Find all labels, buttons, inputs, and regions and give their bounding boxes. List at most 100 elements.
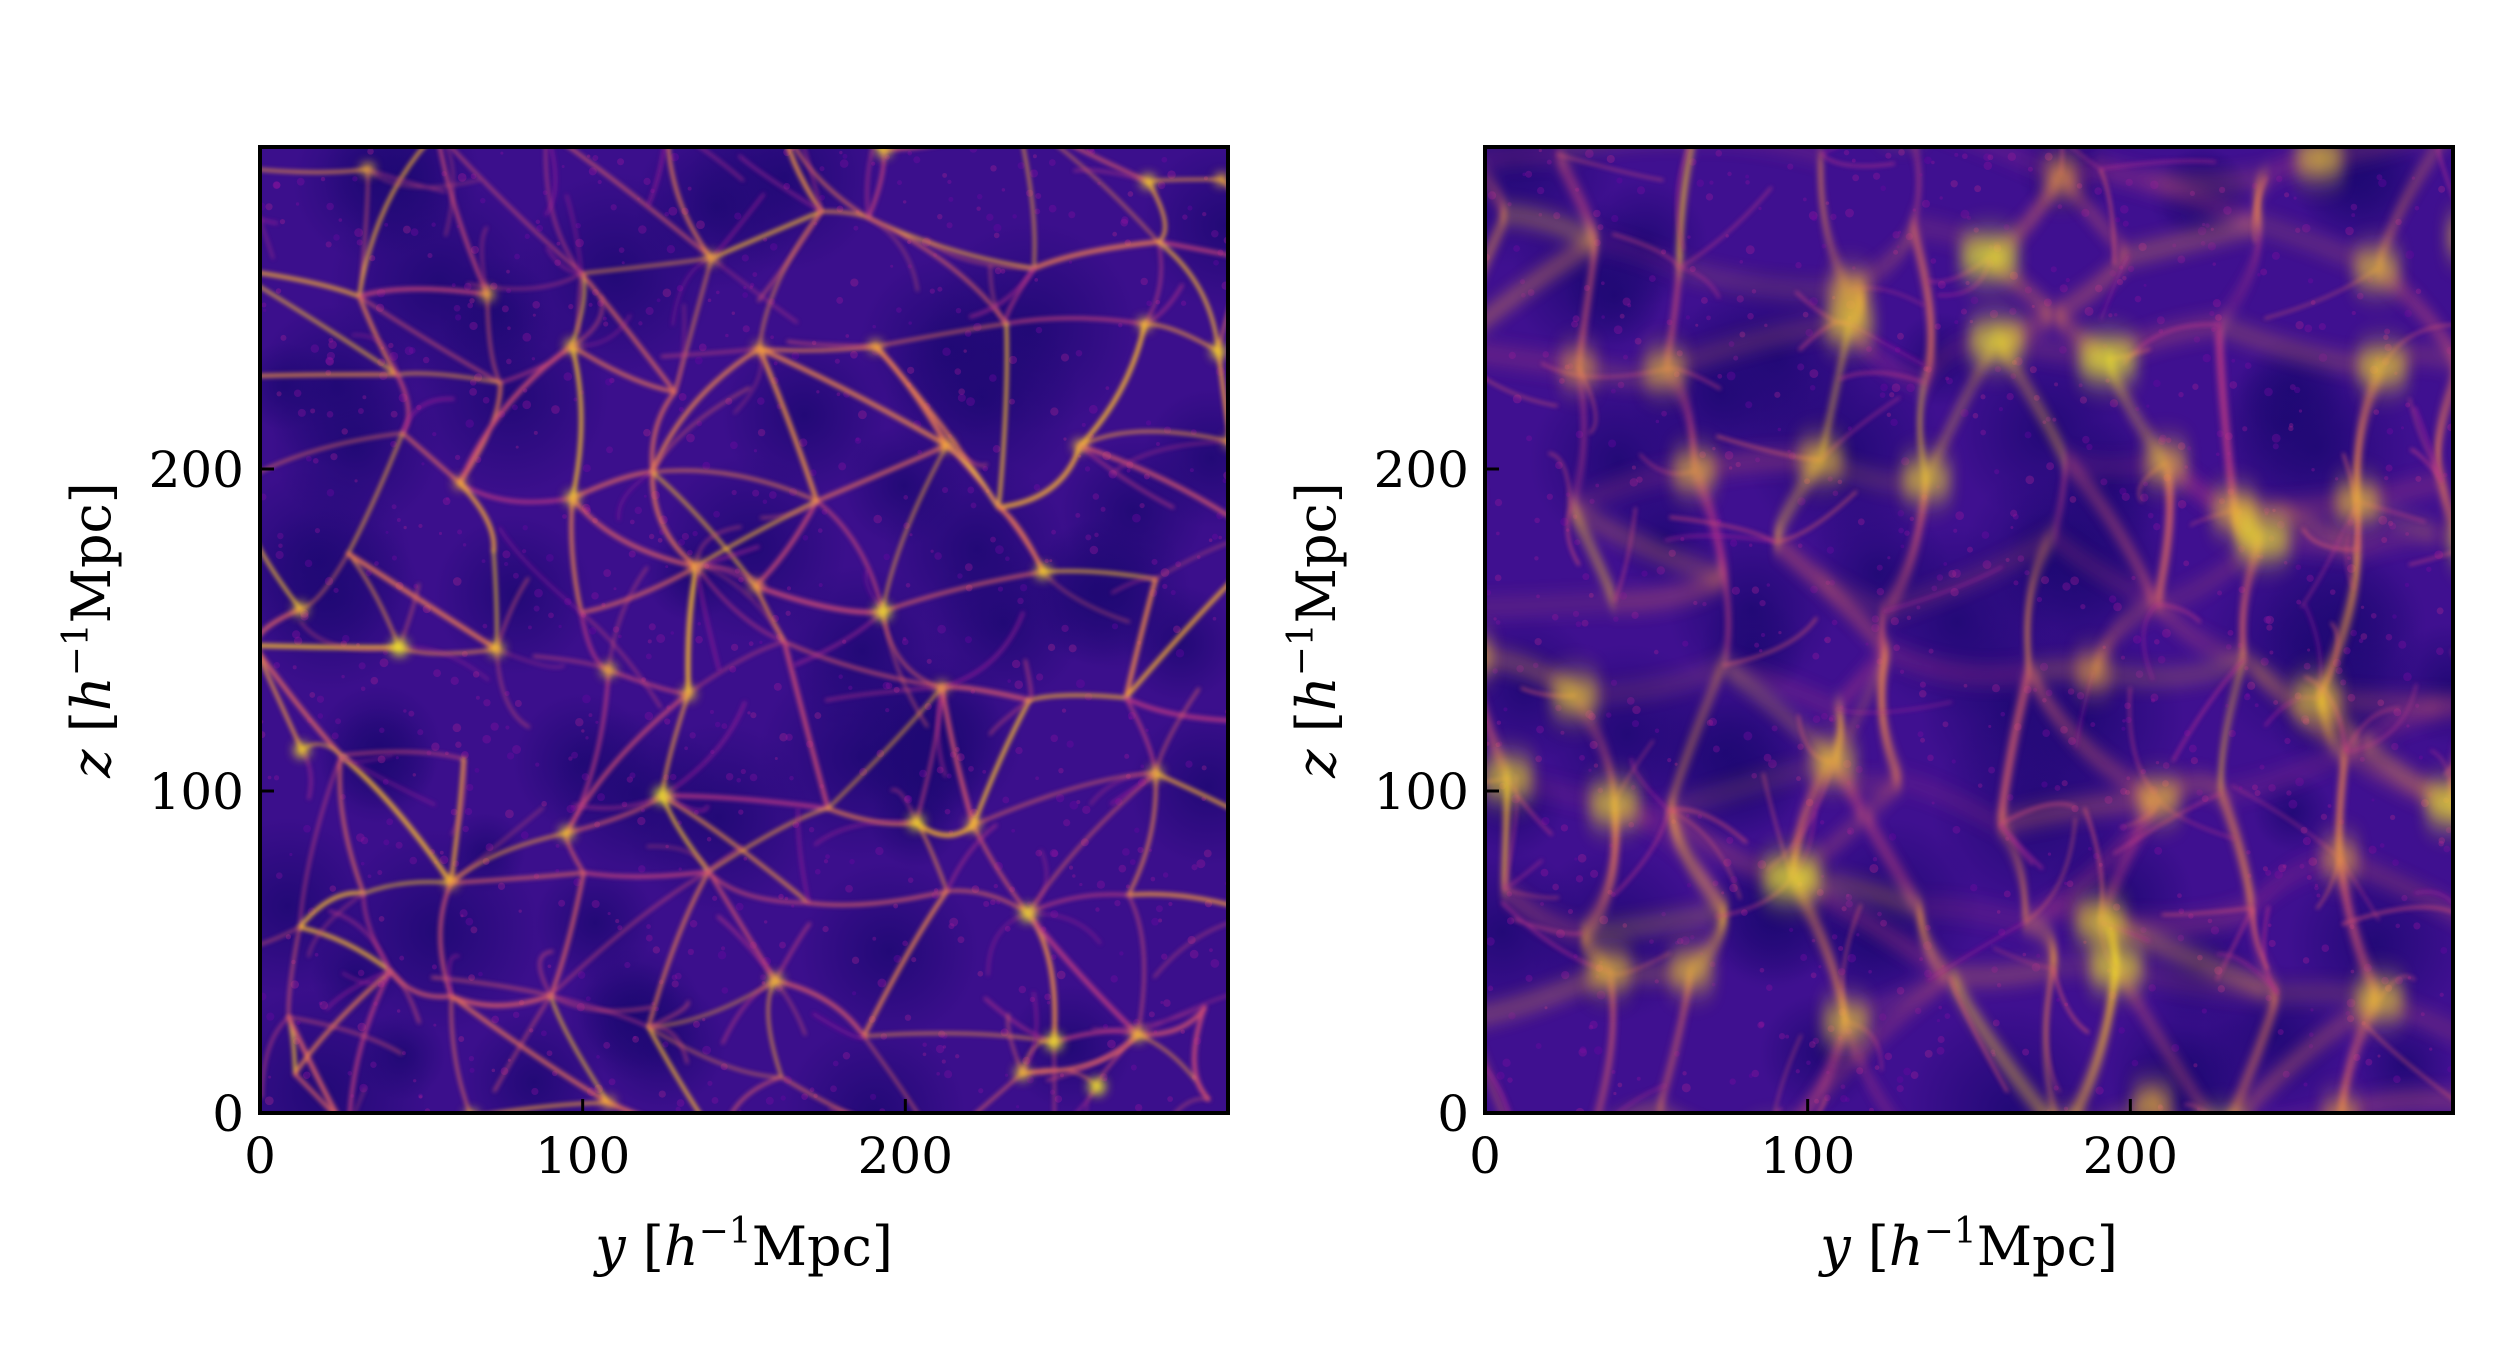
filament-branch: [1023, 659, 1033, 702]
filament: [260, 643, 402, 650]
noise-speck: [809, 469, 817, 477]
halo: [2320, 1104, 2360, 1113]
noise-speck: [1203, 849, 1212, 858]
filaments: [1485, 119, 2475, 1113]
noise-speck: [743, 286, 747, 290]
noise-speck: [624, 961, 631, 969]
filament-branch: [760, 500, 818, 519]
noise-speck: [2295, 320, 2304, 330]
noise-speck: [1733, 355, 1739, 361]
noise-speck: [480, 197, 486, 204]
filament-branch: [967, 59, 1016, 117]
noise-speck: [1143, 473, 1150, 480]
filament-branch: [738, 154, 822, 213]
filament: [874, 147, 886, 152]
noise-speck: [1063, 819, 1071, 827]
noise-speck: [1754, 642, 1760, 648]
filament: [650, 469, 699, 569]
filament: [862, 1035, 919, 1113]
filament: [753, 498, 819, 588]
noise-speck: [1641, 570, 1648, 577]
noise-speck: [1950, 588, 1959, 597]
halo: [559, 825, 575, 841]
noise-speck: [1892, 231, 1900, 239]
noise-speck: [1118, 322, 1123, 328]
noise-speck: [2100, 478, 2108, 486]
noise-speck: [1681, 1083, 1691, 1093]
noise-speck: [2303, 1082, 2308, 1087]
noise-speck: [1745, 180, 1750, 185]
noise-speck: [993, 883, 998, 889]
filament: [1664, 806, 1730, 915]
filament: [570, 495, 699, 569]
filament: [548, 870, 586, 998]
noise-speck: [993, 223, 1002, 232]
filament-branch: [1556, 153, 1664, 182]
noise-speck: [482, 623, 488, 629]
noise-speck: [1110, 975, 1118, 983]
noise-speck: [597, 793, 606, 802]
filament: [260, 372, 400, 378]
noise-speck: [354, 228, 364, 238]
filament-branch: [1773, 1034, 1803, 1113]
noise-speck: [1542, 351, 1549, 358]
y-tick-label: 100: [1374, 763, 1469, 821]
filament-branch: [496, 648, 565, 668]
filament: [1025, 910, 1141, 1037]
filament-branch: [1109, 440, 1228, 476]
noise-speck: [1795, 262, 1802, 269]
noise-speck: [588, 627, 597, 635]
filament: [1026, 893, 1130, 915]
noise-speck: [713, 510, 720, 518]
noise-speck: [1601, 281, 1605, 286]
noise-speck: [740, 768, 746, 775]
noise-speck: [2378, 515, 2388, 525]
filament-branch: [1255, 721, 1271, 780]
thin-filaments: [177, 59, 1271, 1113]
noise-speck: [2003, 224, 2010, 231]
noise-speck: [1608, 439, 1617, 448]
noise-speck: [1492, 668, 1498, 674]
filament-branch: [177, 164, 235, 183]
noise-speck: [2202, 353, 2212, 363]
noise-speck: [296, 1020, 301, 1026]
noise-speck: [1589, 1020, 1598, 1029]
noise-speck: [1148, 1011, 1155, 1018]
noise-speck: [555, 868, 560, 873]
noise-speck: [2132, 635, 2142, 644]
filament: [660, 793, 831, 811]
noise-speck: [333, 587, 339, 593]
filament: [2459, 119, 2475, 237]
noise-speck: [1011, 659, 1021, 669]
noise-speck: [360, 861, 365, 866]
noise-speck: [2202, 222, 2206, 227]
noise-speck: [983, 900, 990, 908]
filament-branch: [307, 892, 365, 957]
filament-branch: [698, 147, 745, 182]
noise-speck: [431, 742, 440, 751]
noise-speck: [1034, 208, 1041, 215]
filament: [1255, 544, 1269, 722]
noise-speck: [668, 206, 678, 216]
noise-speck: [964, 330, 972, 337]
noise-speck: [1536, 594, 1540, 599]
noise-speck: [885, 707, 890, 713]
noise-speck: [1572, 610, 1580, 618]
noise-speck: [1830, 213, 1837, 221]
noise-speck: [1729, 539, 1738, 547]
filament: [2229, 990, 2281, 1113]
filament: [1666, 663, 1725, 813]
noise-speck: [2329, 589, 2336, 595]
noise-speck: [1611, 1070, 1616, 1074]
filament: [544, 147, 583, 275]
noise-speck: [2086, 443, 2093, 451]
filament-branch: [447, 954, 460, 997]
noise-speck: [784, 896, 789, 901]
noise-speck: [1716, 518, 1722, 524]
noise-speck: [365, 570, 372, 577]
filament-branch: [813, 820, 917, 846]
filament: [448, 993, 554, 1008]
filament: [1078, 429, 1228, 448]
noise-speck: [1009, 398, 1015, 405]
filament-branch: [1028, 912, 1102, 945]
